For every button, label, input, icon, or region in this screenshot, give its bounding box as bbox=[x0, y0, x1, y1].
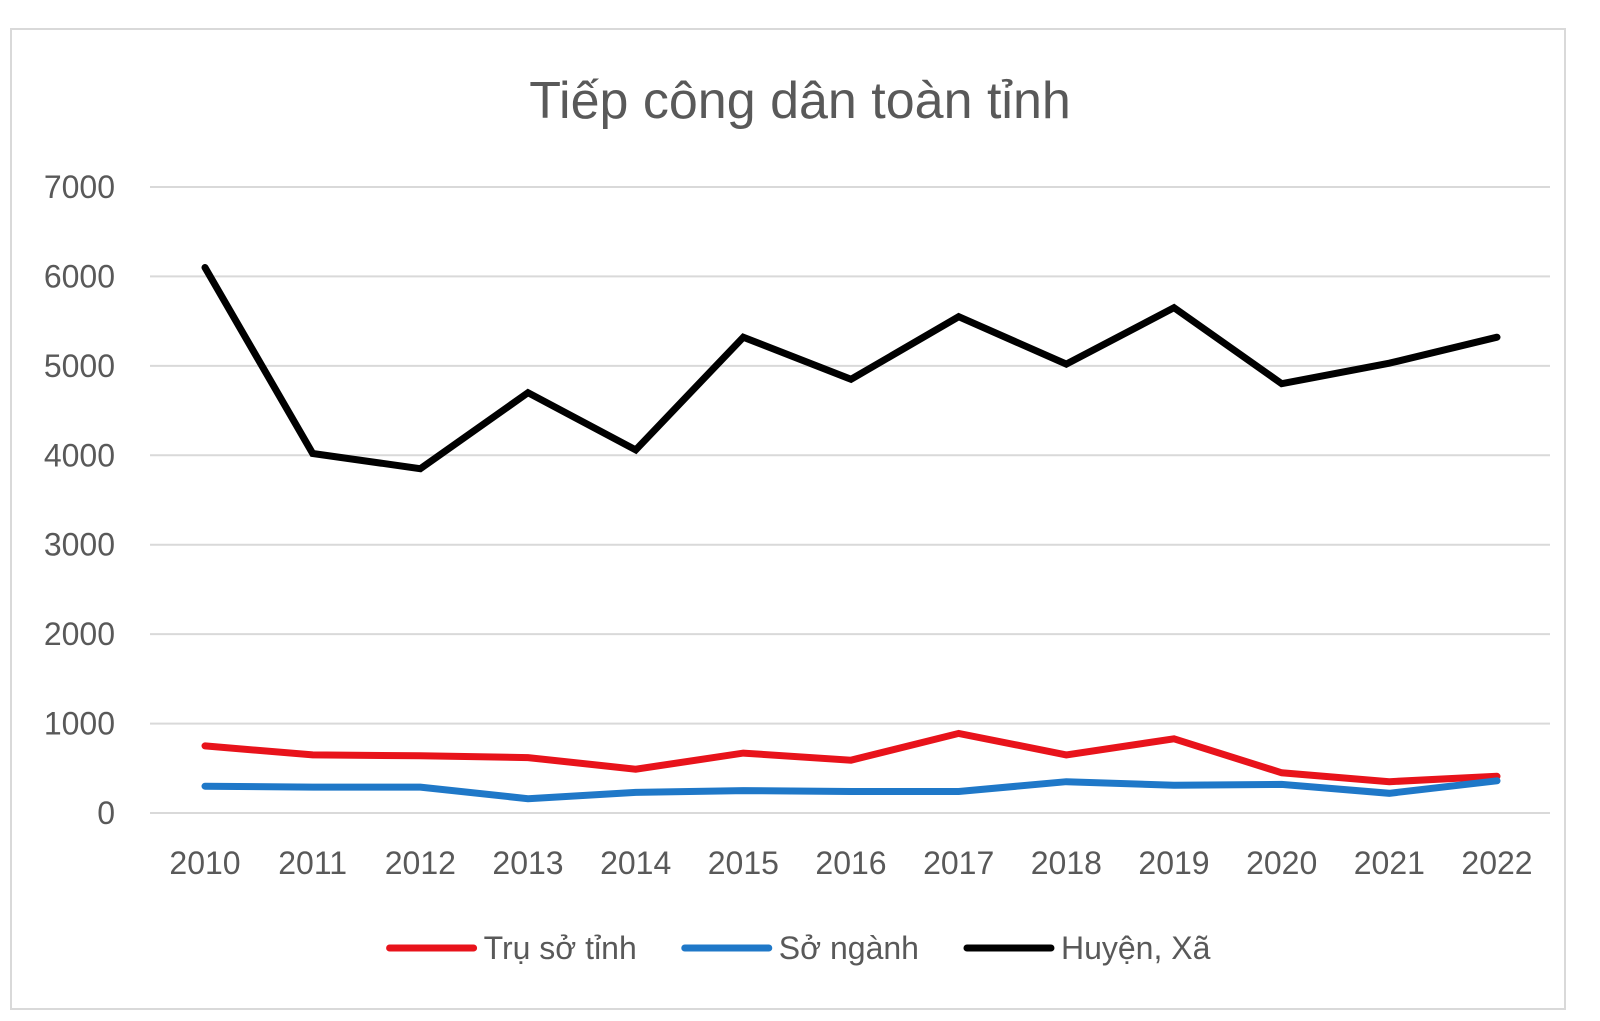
x-tick-label: 2021 bbox=[1354, 845, 1425, 881]
gridlines bbox=[150, 186, 1550, 814]
legend-label: Huyện, Xã bbox=[1061, 930, 1211, 966]
legend: Trụ sở tỉnh Sở ngành Huyện, Xã bbox=[386, 930, 1211, 966]
y-tick-label: 0 bbox=[97, 795, 115, 831]
x-tick-label: 2015 bbox=[708, 845, 779, 881]
legend-label: Trụ sở tỉnh bbox=[484, 930, 637, 966]
x-tick-label: 2014 bbox=[600, 845, 671, 881]
series-line-1 bbox=[201, 729, 1501, 786]
chart-title: Tiếp công dân toàn tỉnh bbox=[529, 72, 1071, 130]
x-tick-label: 2010 bbox=[169, 845, 240, 881]
x-tick-label: 2019 bbox=[1138, 845, 1209, 881]
y-tick-label: 6000 bbox=[44, 258, 115, 294]
y-tick-label: 7000 bbox=[44, 169, 115, 205]
y-axis-ticks: 0 1000 2000 3000 4000 5000 6000 7000 bbox=[44, 169, 115, 831]
x-axis-ticks: 2010 2011 2012 2013 2014 2015 2016 2017 2018 2019… bbox=[169, 845, 1532, 881]
x-tick-label: 2017 bbox=[923, 845, 994, 881]
series-line-3 bbox=[201, 264, 1501, 473]
x-tick-label: 2012 bbox=[385, 845, 456, 881]
x-tick-label: 2022 bbox=[1461, 845, 1532, 881]
y-tick-label: 1000 bbox=[44, 706, 115, 742]
legend-label: Sở ngành bbox=[779, 930, 919, 966]
x-tick-label: 2018 bbox=[1031, 845, 1102, 881]
x-tick-label: 2016 bbox=[815, 845, 886, 881]
x-tick-label: 2020 bbox=[1246, 845, 1317, 881]
chart-frame bbox=[10, 28, 1566, 1010]
y-tick-label: 3000 bbox=[44, 527, 115, 563]
x-tick-label: 2013 bbox=[492, 845, 563, 881]
y-tick-label: 2000 bbox=[44, 616, 115, 652]
y-tick-label: 5000 bbox=[44, 348, 115, 384]
x-tick-label: 2011 bbox=[278, 845, 347, 881]
y-tick-label: 4000 bbox=[44, 437, 115, 473]
series-lines bbox=[201, 264, 1501, 803]
series-line-2 bbox=[201, 777, 1501, 803]
